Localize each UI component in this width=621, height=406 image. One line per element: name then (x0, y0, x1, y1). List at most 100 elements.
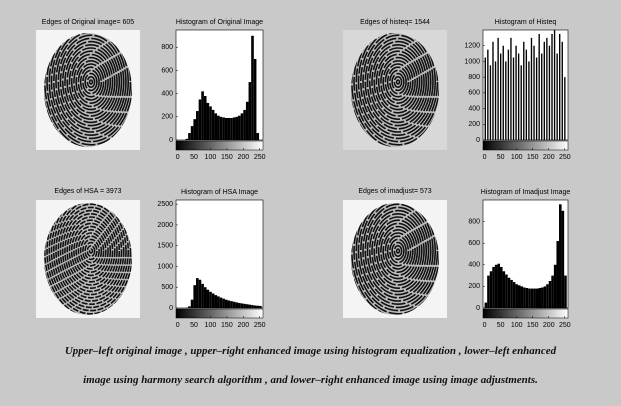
fingerprint-ridge (79, 235, 103, 267)
y-tick-label: 200 (468, 121, 480, 128)
fingerprint-ridge (359, 203, 437, 306)
histogram-bar (523, 287, 526, 308)
fingerprint-ridge (391, 72, 405, 92)
fingerprint (44, 33, 132, 147)
histogram-bar (564, 77, 566, 140)
histogram-bar (196, 278, 199, 308)
fingerprint-ridge (52, 203, 130, 306)
histogram-bar (487, 275, 490, 308)
fingerprint-ridge (46, 203, 132, 315)
fingerprint-ridge (380, 56, 416, 108)
histogram-bar (505, 274, 508, 308)
histogram-bar (243, 109, 246, 140)
fingerprint-ridge (353, 33, 439, 146)
x-tick-label: 250 (559, 322, 571, 329)
fingerprint-ridge (86, 245, 96, 258)
figure-panels: Edges of Original image= 605 Edges of his… (36, 19, 571, 329)
fingerprint-ridge (371, 43, 425, 121)
histogram-bar (251, 305, 254, 308)
chart-title: Histogram of Imadjust Image (481, 189, 571, 196)
fingerprint-ridge (366, 37, 430, 127)
y-tick-label: 0 (169, 137, 173, 144)
histogram-bar (515, 284, 518, 308)
fingerprint-ridge (52, 33, 130, 137)
histogram-bar (497, 37, 499, 140)
histogram-bar (201, 283, 204, 308)
fingerprint-ridge (79, 66, 103, 98)
fingerprint-ridge (55, 33, 127, 133)
x-tick-label: 200 (237, 154, 249, 161)
y-tick-label: 0 (476, 305, 480, 312)
histogram-bar (484, 57, 486, 140)
histogram-bar (520, 65, 522, 140)
fingerprint-ridge (391, 241, 405, 261)
histogram-bar (510, 37, 512, 140)
histogram-bar (489, 65, 492, 140)
histogram-bar (564, 275, 567, 308)
histogram-bar (251, 35, 254, 140)
histogram-bar (185, 138, 189, 140)
histogram-bar (553, 264, 557, 308)
fingerprint-ridge (64, 43, 118, 121)
fingerprint-ridge (50, 203, 132, 309)
histogram-bar (248, 304, 252, 308)
x-tick-label: 250 (254, 322, 266, 329)
histogram-bar (224, 118, 228, 140)
histogram-bar (502, 45, 504, 140)
y-tick-label: 500 (161, 284, 173, 291)
histogram-bar (227, 300, 231, 308)
histogram-bar (507, 49, 510, 141)
fingerprint-ridge (59, 37, 123, 127)
histogram-bar (214, 295, 218, 308)
histogram-bar (245, 101, 249, 140)
gray-colorbar (175, 308, 264, 319)
fingerprint-ridge (77, 232, 105, 270)
fingerprint-ridge (70, 222, 112, 280)
fingerprint-ridge (48, 33, 132, 143)
y-tick-label: 1500 (157, 243, 173, 250)
histogram-bar (193, 285, 197, 308)
histogram-bar (190, 126, 194, 140)
histogram-bar (217, 296, 220, 308)
histogram-bar (517, 285, 521, 308)
fingerprint-ridge (84, 241, 98, 261)
fingerprint-ridge (377, 53, 419, 111)
histogram-bar (535, 288, 539, 308)
histogram-bar (211, 109, 215, 140)
fingerprint-ridge (364, 34, 432, 130)
histogram-bar (196, 111, 199, 140)
histogram-bar (230, 118, 233, 140)
histogram-bar (497, 263, 500, 308)
fingerprint-ridge (68, 219, 114, 283)
fingerprint-ridge (384, 63, 412, 101)
y-tick-label: 600 (161, 67, 173, 74)
fingerprint-ridge (84, 72, 98, 92)
histogram-bar (487, 49, 489, 141)
y-tick-label: 200 (468, 283, 480, 290)
histogram-bar (528, 288, 531, 308)
y-tick-label: 400 (468, 262, 480, 269)
x-tick-label: 50 (190, 322, 198, 329)
histogram-bar (543, 41, 545, 140)
histogram-bar (209, 291, 212, 308)
histogram-bar (500, 266, 503, 308)
fingerprint-ridge (353, 203, 439, 315)
histogram-bar (494, 61, 497, 140)
fingerprint-ridge (395, 79, 401, 85)
x-tick-label: 250 (559, 154, 571, 161)
x-tick-label: 200 (543, 154, 555, 161)
fingerprint-ridge (61, 40, 121, 124)
histogram-bar (227, 118, 231, 140)
histogram-bar (520, 286, 524, 308)
histogram-bar (507, 277, 511, 308)
fingerprint-ridge (66, 216, 116, 286)
x-tick-label: 50 (497, 154, 505, 161)
histogram-bar (505, 61, 507, 140)
histogram-bar (224, 299, 228, 308)
x-tick-label: 200 (543, 322, 555, 329)
histogram-bar (538, 288, 542, 308)
x-tick-label: 50 (497, 322, 505, 329)
histogram-bar (548, 281, 552, 308)
fingerprint-ridge (359, 33, 437, 137)
